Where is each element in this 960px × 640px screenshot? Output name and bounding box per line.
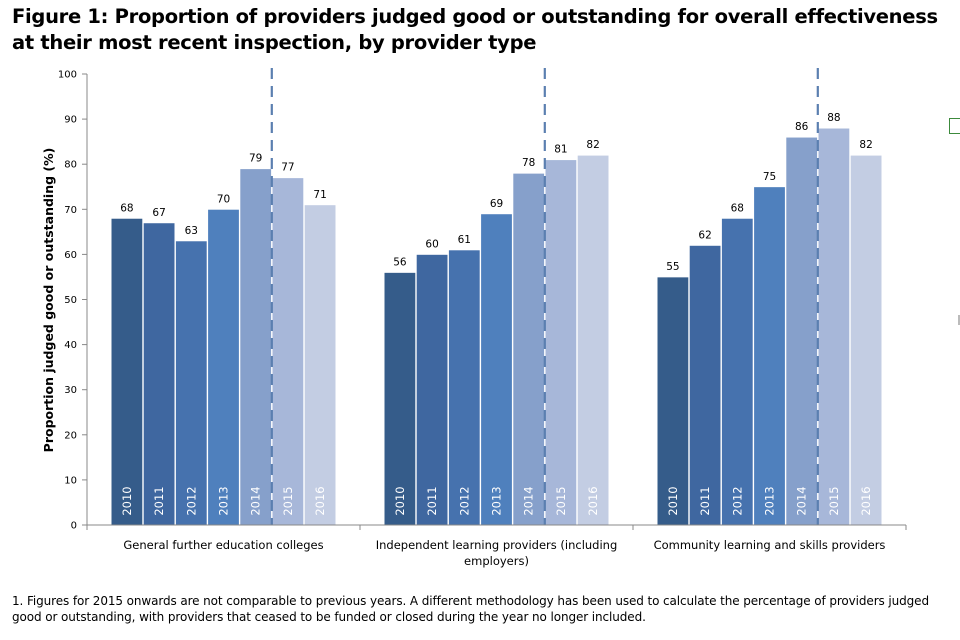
bar-value-label: 79 <box>249 153 262 165</box>
bar <box>175 240 208 526</box>
chart-title: Figure 1: Proportion of providers judged… <box>12 5 938 54</box>
bar-value-label: 55 <box>666 261 679 273</box>
bar-year-label: 2014 <box>795 486 809 515</box>
cropped-edge-tick <box>958 315 960 325</box>
bar <box>688 244 722 526</box>
bar-year-label: 2014 <box>249 486 263 515</box>
x-category-label: Community learning and skills providers <box>654 538 886 552</box>
y-tick-label: 70 <box>64 205 77 216</box>
bar <box>448 249 481 526</box>
bar <box>142 222 176 526</box>
bar <box>753 186 786 526</box>
bar-value-label: 71 <box>313 189 326 201</box>
bar-value-label: 81 <box>554 144 567 156</box>
y-tick-label: 80 <box>64 160 77 171</box>
bar <box>110 217 144 526</box>
cropped-legend-marker <box>949 118 960 134</box>
bar <box>817 127 851 526</box>
bar-year-label: 2015 <box>827 486 841 515</box>
bar-value-label: 56 <box>393 256 407 268</box>
bar <box>849 154 883 526</box>
bar <box>721 217 754 526</box>
bar-year-label: 2013 <box>763 486 777 515</box>
bar-chart: 0 10 20 30 40 50 60 70 80 90 100 68 2010 67 2011 63 201… <box>41 68 907 568</box>
bar <box>512 172 545 526</box>
bar-year-label: 2016 <box>313 486 327 515</box>
bar-value-label: 61 <box>458 234 471 246</box>
bar <box>303 204 337 526</box>
y-tick-label: 50 <box>64 295 77 306</box>
y-tick-label: 20 <box>64 430 77 441</box>
bar <box>656 276 690 526</box>
bar-year-label: 2011 <box>425 486 439 515</box>
bar-value-label: 62 <box>698 229 711 241</box>
y-tick-label: 10 <box>64 475 77 486</box>
bar-year-label: 2010 <box>666 486 680 515</box>
footnote: 1. Figures for 2015 onwards are not comp… <box>12 594 929 624</box>
bar-value-label: 67 <box>152 207 165 219</box>
bar-value-label: 86 <box>795 121 809 133</box>
y-tick-label: 60 <box>64 250 77 261</box>
bar-value-label: 60 <box>425 238 438 250</box>
bar <box>415 253 449 526</box>
bar-year-label: 2012 <box>184 486 198 515</box>
bar-year-label: 2015 <box>554 486 568 515</box>
bar-group: 68 2010 67 2011 63 2012 70 2013 79 2014 77 2015 71 20… <box>110 153 337 526</box>
bar-group: 56 2010 60 2011 61 2012 69 2013 78 2014 81 2015 82 20… <box>383 139 610 526</box>
bar-groups: 68 2010 67 2011 63 2012 70 2013 79 2014 77 2015 71 20… <box>110 112 883 526</box>
bar-value-label: 82 <box>586 139 599 151</box>
bar <box>785 136 818 526</box>
bar-value-label: 70 <box>217 193 230 205</box>
bar-year-label: 2016 <box>859 486 873 515</box>
bar-group: 55 2010 62 2011 68 2012 75 2013 86 2014 88 2015 82 20… <box>656 112 883 526</box>
x-category-label: General further education colleges <box>123 538 323 552</box>
bar-value-label: 63 <box>185 225 198 237</box>
bar-year-label: 2012 <box>457 486 471 515</box>
bar-year-label: 2011 <box>698 486 712 515</box>
bar-value-label: 78 <box>522 157 535 169</box>
bar-value-label: 69 <box>490 198 503 210</box>
bar-year-label: 2013 <box>490 486 504 515</box>
bar-year-label: 2014 <box>522 486 536 515</box>
y-tick-label: 100 <box>58 70 77 81</box>
x-category-label: Independent learning providers (includin… <box>376 538 618 568</box>
y-axis-label: Proportion judged good or outstanding (%… <box>41 148 56 453</box>
bar <box>239 168 272 526</box>
bar-value-label: 68 <box>120 202 133 214</box>
bar-year-label: 2010 <box>120 486 134 515</box>
bar <box>207 208 240 526</box>
bar-year-label: 2013 <box>217 486 231 515</box>
bar-year-label: 2012 <box>730 486 744 515</box>
bar <box>383 272 417 526</box>
y-tick-label: 30 <box>64 385 77 396</box>
x-axis: General further education colleges Indepe… <box>86 524 907 568</box>
bar-year-label: 2015 <box>281 486 295 515</box>
bar <box>576 154 610 526</box>
bar-value-label: 77 <box>281 162 294 174</box>
y-tick-label: 40 <box>64 340 77 351</box>
bar <box>480 213 513 526</box>
y-tick-label: 0 <box>71 521 77 532</box>
y-tick-label: 90 <box>64 115 77 126</box>
bar-value-label: 75 <box>763 171 776 183</box>
y-axis: 0 10 20 30 40 50 60 70 80 90 100 <box>58 70 88 532</box>
bar-year-label: 2016 <box>586 486 600 515</box>
bar-year-label: 2011 <box>152 486 166 515</box>
bar <box>271 177 305 526</box>
comparability-break-lines <box>270 68 819 525</box>
bar-value-label: 82 <box>859 139 872 151</box>
bar-value-label: 68 <box>731 202 744 214</box>
bar <box>544 159 578 526</box>
bar-value-label: 88 <box>827 112 840 124</box>
bar-year-label: 2010 <box>393 486 407 515</box>
